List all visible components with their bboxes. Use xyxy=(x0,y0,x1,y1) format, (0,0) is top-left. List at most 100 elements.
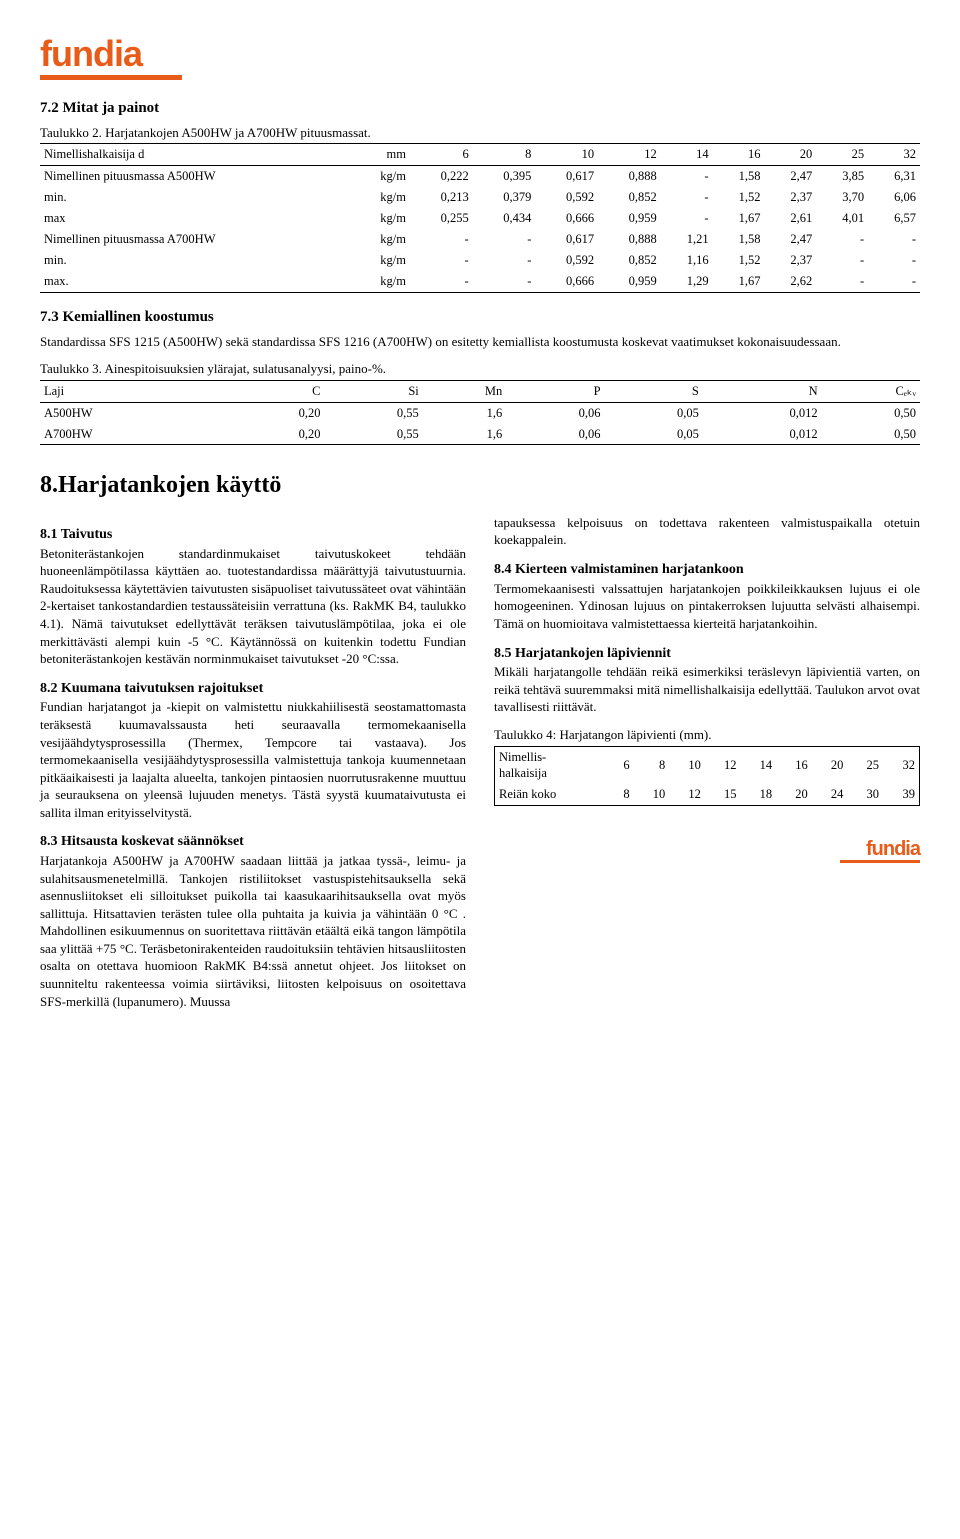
right-column: tapauksessa kelpoisuus on todettava rake… xyxy=(494,514,920,1020)
table-cell: - xyxy=(816,229,868,250)
table-cell: kg/m xyxy=(352,271,410,292)
table-cell: - xyxy=(410,271,473,292)
table-row: A700HW0,200,551,60,060,050,0120,50 xyxy=(40,424,920,445)
table-cell: kg/m xyxy=(352,250,410,271)
t2h4: 10 xyxy=(535,144,598,166)
t3h7: Cₑₖᵥ xyxy=(822,380,920,402)
t3h1: C xyxy=(226,380,324,402)
table-cell: 6,57 xyxy=(868,208,920,229)
table3-caption: Taulukko 3. Ainespitoisuuksien ylärajat,… xyxy=(40,360,920,378)
table-cell: 0,50 xyxy=(822,402,920,423)
t4h0: Nimellis-halkaisija xyxy=(495,746,609,784)
table-cell: A500HW xyxy=(40,402,226,423)
table-cell: min. xyxy=(40,187,352,208)
table-cell: 0,05 xyxy=(605,402,703,423)
t4h8: 25 xyxy=(847,746,883,784)
table-cell: 1,6 xyxy=(423,402,506,423)
table-cell: 0,222 xyxy=(410,166,473,187)
table-cell: 0,617 xyxy=(535,229,598,250)
table-cell: max. xyxy=(40,271,352,292)
table4-header-row: Nimellis-halkaisija 6 8 10 12 14 16 20 2… xyxy=(495,746,920,784)
table-cell: kg/m xyxy=(352,166,410,187)
table-cell: 2,37 xyxy=(764,187,816,208)
sec81-body: Betoniterästankojen standardinmukaiset t… xyxy=(40,545,466,668)
sec72-title: 7.2 Mitat ja painot xyxy=(40,98,920,118)
table-cell: 0,959 xyxy=(598,271,661,292)
sec83-body: Harjatankoja A500HW ja A700HW saadaan li… xyxy=(40,852,466,1010)
table-cell: 0,395 xyxy=(473,166,536,187)
t2h8: 20 xyxy=(764,144,816,166)
table-row: Reiän koko81012151820243039 xyxy=(495,784,920,805)
table4: Nimellis-halkaisija 6 8 10 12 14 16 20 2… xyxy=(494,746,920,807)
sec8-title: 8.Harjatankojen käyttö xyxy=(40,469,920,501)
table-cell: - xyxy=(661,208,713,229)
table-cell: - xyxy=(868,250,920,271)
t2h7: 16 xyxy=(713,144,765,166)
table-cell: 2,62 xyxy=(764,271,816,292)
sec83-title: 8.3 Hitsausta koskevat säännökset xyxy=(40,833,466,852)
t2h0: Nimellishalkaisija d xyxy=(40,144,352,166)
table-cell: 3,85 xyxy=(816,166,868,187)
table-cell: A700HW xyxy=(40,424,226,445)
table-row: Nimellinen pituusmassa A700HWkg/m--0,617… xyxy=(40,229,920,250)
table-cell: - xyxy=(410,250,473,271)
table-cell: 6,06 xyxy=(868,187,920,208)
table-cell: 3,70 xyxy=(816,187,868,208)
table-cell: 2,47 xyxy=(764,229,816,250)
table2: Nimellishalkaisija d mm 6 8 10 12 14 16 … xyxy=(40,143,920,292)
table-cell: 1,16 xyxy=(661,250,713,271)
table-cell: 12 xyxy=(669,784,705,805)
sec85-body: Mikäli harjatangolle tehdään reikä esime… xyxy=(494,663,920,716)
sec73-title: 7.3 Kemiallinen koostumus xyxy=(40,307,920,327)
table-cell: 0,888 xyxy=(598,166,661,187)
table-cell: 24 xyxy=(812,784,848,805)
t2h10: 32 xyxy=(868,144,920,166)
t3h2: Si xyxy=(325,380,423,402)
table-cell: 1,21 xyxy=(661,229,713,250)
table-cell: 0,06 xyxy=(506,424,604,445)
t4h7: 20 xyxy=(812,746,848,784)
table-cell: 30 xyxy=(847,784,883,805)
table-cell: - xyxy=(661,166,713,187)
table-cell: min. xyxy=(40,250,352,271)
t2h1: mm xyxy=(352,144,410,166)
sec73-body: Standardissa SFS 1215 (A500HW) sekä stan… xyxy=(40,333,920,351)
table-cell: - xyxy=(661,187,713,208)
logo-footer-text: fundia xyxy=(866,836,920,863)
table-cell: 0,617 xyxy=(535,166,598,187)
t3h4: P xyxy=(506,380,604,402)
table-cell: 0,852 xyxy=(598,187,661,208)
table-row: A500HW0,200,551,60,060,050,0120,50 xyxy=(40,402,920,423)
t3h6: N xyxy=(703,380,822,402)
table-cell: 20 xyxy=(776,784,812,805)
t2h3: 8 xyxy=(473,144,536,166)
table-cell: 0,666 xyxy=(535,271,598,292)
table-cell: 0,06 xyxy=(506,402,604,423)
table2-caption: Taulukko 2. Harjatankojen A500HW ja A700… xyxy=(40,124,920,142)
t2h9: 25 xyxy=(816,144,868,166)
sec85-title: 8.5 Harjatankojen läpiviennit xyxy=(494,645,920,664)
table-cell: 0,20 xyxy=(226,402,324,423)
t4h5: 14 xyxy=(740,746,776,784)
table-cell: max xyxy=(40,208,352,229)
table-cell: 1,29 xyxy=(661,271,713,292)
table-row: Nimellinen pituusmassa A500HWkg/m0,2220,… xyxy=(40,166,920,187)
table-cell: kg/m xyxy=(352,208,410,229)
t4h4: 12 xyxy=(705,746,741,784)
table-cell: 10 xyxy=(634,784,670,805)
t3h0: Laji xyxy=(40,380,226,402)
table-cell: 0,592 xyxy=(535,250,598,271)
t3h3: Mn xyxy=(423,380,506,402)
table-cell: 39 xyxy=(883,784,920,805)
table-cell: - xyxy=(473,229,536,250)
table-cell: 1,52 xyxy=(713,187,765,208)
table-cell: 0,05 xyxy=(605,424,703,445)
logo-text: fundia xyxy=(40,30,142,79)
table-cell: 4,01 xyxy=(816,208,868,229)
table-cell: - xyxy=(868,271,920,292)
table4-caption: Taulukko 4: Harjatangon läpivienti (mm). xyxy=(494,726,920,744)
table-row: min.kg/m0,2130,3790,5920,852-1,522,373,7… xyxy=(40,187,920,208)
sec81-title: 8.1 Taivutus xyxy=(40,526,466,545)
t4h2: 8 xyxy=(634,746,670,784)
table-cell: 0,55 xyxy=(325,402,423,423)
